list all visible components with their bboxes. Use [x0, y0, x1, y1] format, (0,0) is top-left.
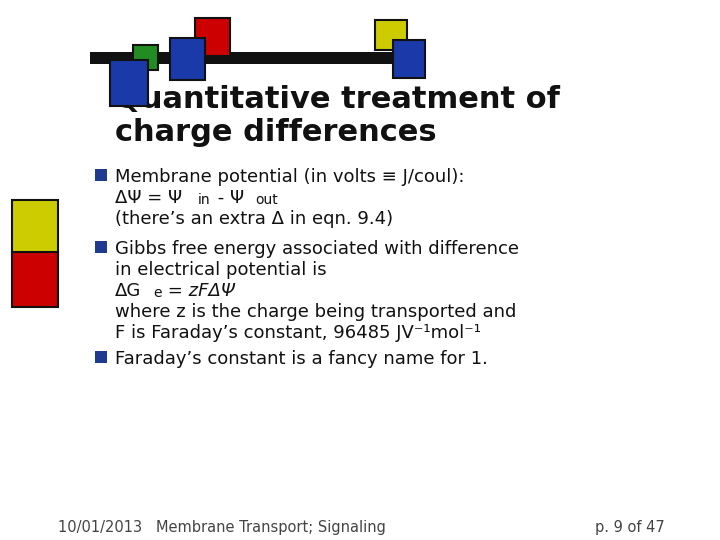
Bar	[12, 252, 58, 307]
Text: in electrical potential is: in electrical potential is	[115, 261, 327, 279]
Text: 10/01/2013   Membrane Transport; Signaling: 10/01/2013 Membrane Transport; Signaling	[58, 520, 386, 535]
Text: F is Faraday’s constant, 96485 JV⁻¹mol⁻¹: F is Faraday’s constant, 96485 JV⁻¹mol⁻¹	[115, 324, 481, 342]
Text: Membrane potential (in volts ≡ J/coul):: Membrane potential (in volts ≡ J/coul):	[115, 168, 464, 186]
Text: where z is the charge being transported and: where z is the charge being transported …	[115, 303, 516, 321]
Text: p. 9 of 47: p. 9 of 47	[595, 520, 665, 535]
Text: ΔΨ = Ψ: ΔΨ = Ψ	[115, 189, 182, 207]
Text: ΔG: ΔG	[115, 282, 141, 300]
Text: - Ψ: - Ψ	[212, 189, 244, 207]
Text: in: in	[198, 193, 211, 207]
Text: e: e	[153, 286, 161, 300]
Bar	[195, 18, 230, 56]
Bar	[170, 38, 205, 80]
Bar	[95, 241, 107, 253]
Bar	[110, 60, 148, 106]
Bar	[90, 52, 405, 64]
Text: Gibbs free energy associated with difference: Gibbs free energy associated with differ…	[115, 240, 519, 258]
Bar	[375, 20, 407, 50]
Bar	[393, 40, 425, 78]
Text: Quantitative treatment of: Quantitative treatment of	[115, 85, 560, 114]
Text: Faraday’s constant is a fancy name for 1.: Faraday’s constant is a fancy name for 1…	[115, 350, 488, 368]
Bar	[95, 169, 107, 181]
Text: charge differences: charge differences	[115, 118, 436, 147]
Text: out: out	[255, 193, 278, 207]
Bar	[95, 351, 107, 363]
Bar	[12, 200, 58, 255]
Text: (there’s an extra Δ in eqn. 9.4): (there’s an extra Δ in eqn. 9.4)	[115, 210, 393, 228]
Bar	[133, 45, 158, 70]
Text: = zFΔΨ: = zFΔΨ	[162, 282, 235, 300]
